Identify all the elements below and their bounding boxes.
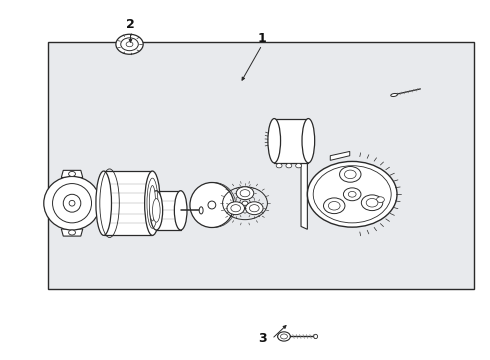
Ellipse shape <box>190 183 234 228</box>
Circle shape <box>328 202 340 210</box>
Bar <box>156 191 181 230</box>
Ellipse shape <box>391 94 397 96</box>
Circle shape <box>278 332 290 341</box>
Ellipse shape <box>268 118 281 163</box>
Ellipse shape <box>69 201 75 206</box>
Ellipse shape <box>174 191 187 230</box>
Circle shape <box>361 195 383 211</box>
Circle shape <box>227 202 245 215</box>
Ellipse shape <box>145 171 160 235</box>
Polygon shape <box>61 229 83 236</box>
Circle shape <box>344 170 356 179</box>
Circle shape <box>348 192 356 197</box>
Circle shape <box>249 204 259 212</box>
Circle shape <box>307 161 397 227</box>
Polygon shape <box>99 197 109 210</box>
Circle shape <box>240 190 250 197</box>
Ellipse shape <box>302 118 315 163</box>
Ellipse shape <box>152 199 160 222</box>
Circle shape <box>366 198 378 207</box>
Circle shape <box>340 167 361 182</box>
Circle shape <box>343 188 361 201</box>
Circle shape <box>323 198 345 213</box>
Circle shape <box>236 187 254 200</box>
Bar <box>48 42 474 289</box>
Circle shape <box>242 201 248 205</box>
Ellipse shape <box>314 334 318 339</box>
Bar <box>104 171 152 235</box>
Ellipse shape <box>295 163 301 168</box>
Ellipse shape <box>199 207 203 214</box>
Ellipse shape <box>208 201 216 209</box>
Circle shape <box>231 204 241 212</box>
Text: 3: 3 <box>258 333 267 346</box>
Polygon shape <box>330 152 350 160</box>
Ellipse shape <box>150 191 163 230</box>
Circle shape <box>121 38 138 51</box>
Circle shape <box>245 202 263 215</box>
Circle shape <box>126 42 133 47</box>
Ellipse shape <box>96 171 112 235</box>
Polygon shape <box>301 159 307 229</box>
Ellipse shape <box>52 184 92 223</box>
Ellipse shape <box>276 163 282 168</box>
Polygon shape <box>61 170 83 177</box>
Circle shape <box>281 334 288 339</box>
Ellipse shape <box>286 163 292 168</box>
Ellipse shape <box>44 176 100 230</box>
Text: 1: 1 <box>258 32 267 45</box>
Ellipse shape <box>63 194 81 212</box>
Ellipse shape <box>278 334 290 339</box>
Text: 2: 2 <box>126 18 135 31</box>
Circle shape <box>376 197 384 203</box>
Ellipse shape <box>149 185 155 221</box>
Circle shape <box>69 171 75 176</box>
Circle shape <box>69 230 75 235</box>
Bar <box>274 118 308 163</box>
Circle shape <box>116 34 143 54</box>
